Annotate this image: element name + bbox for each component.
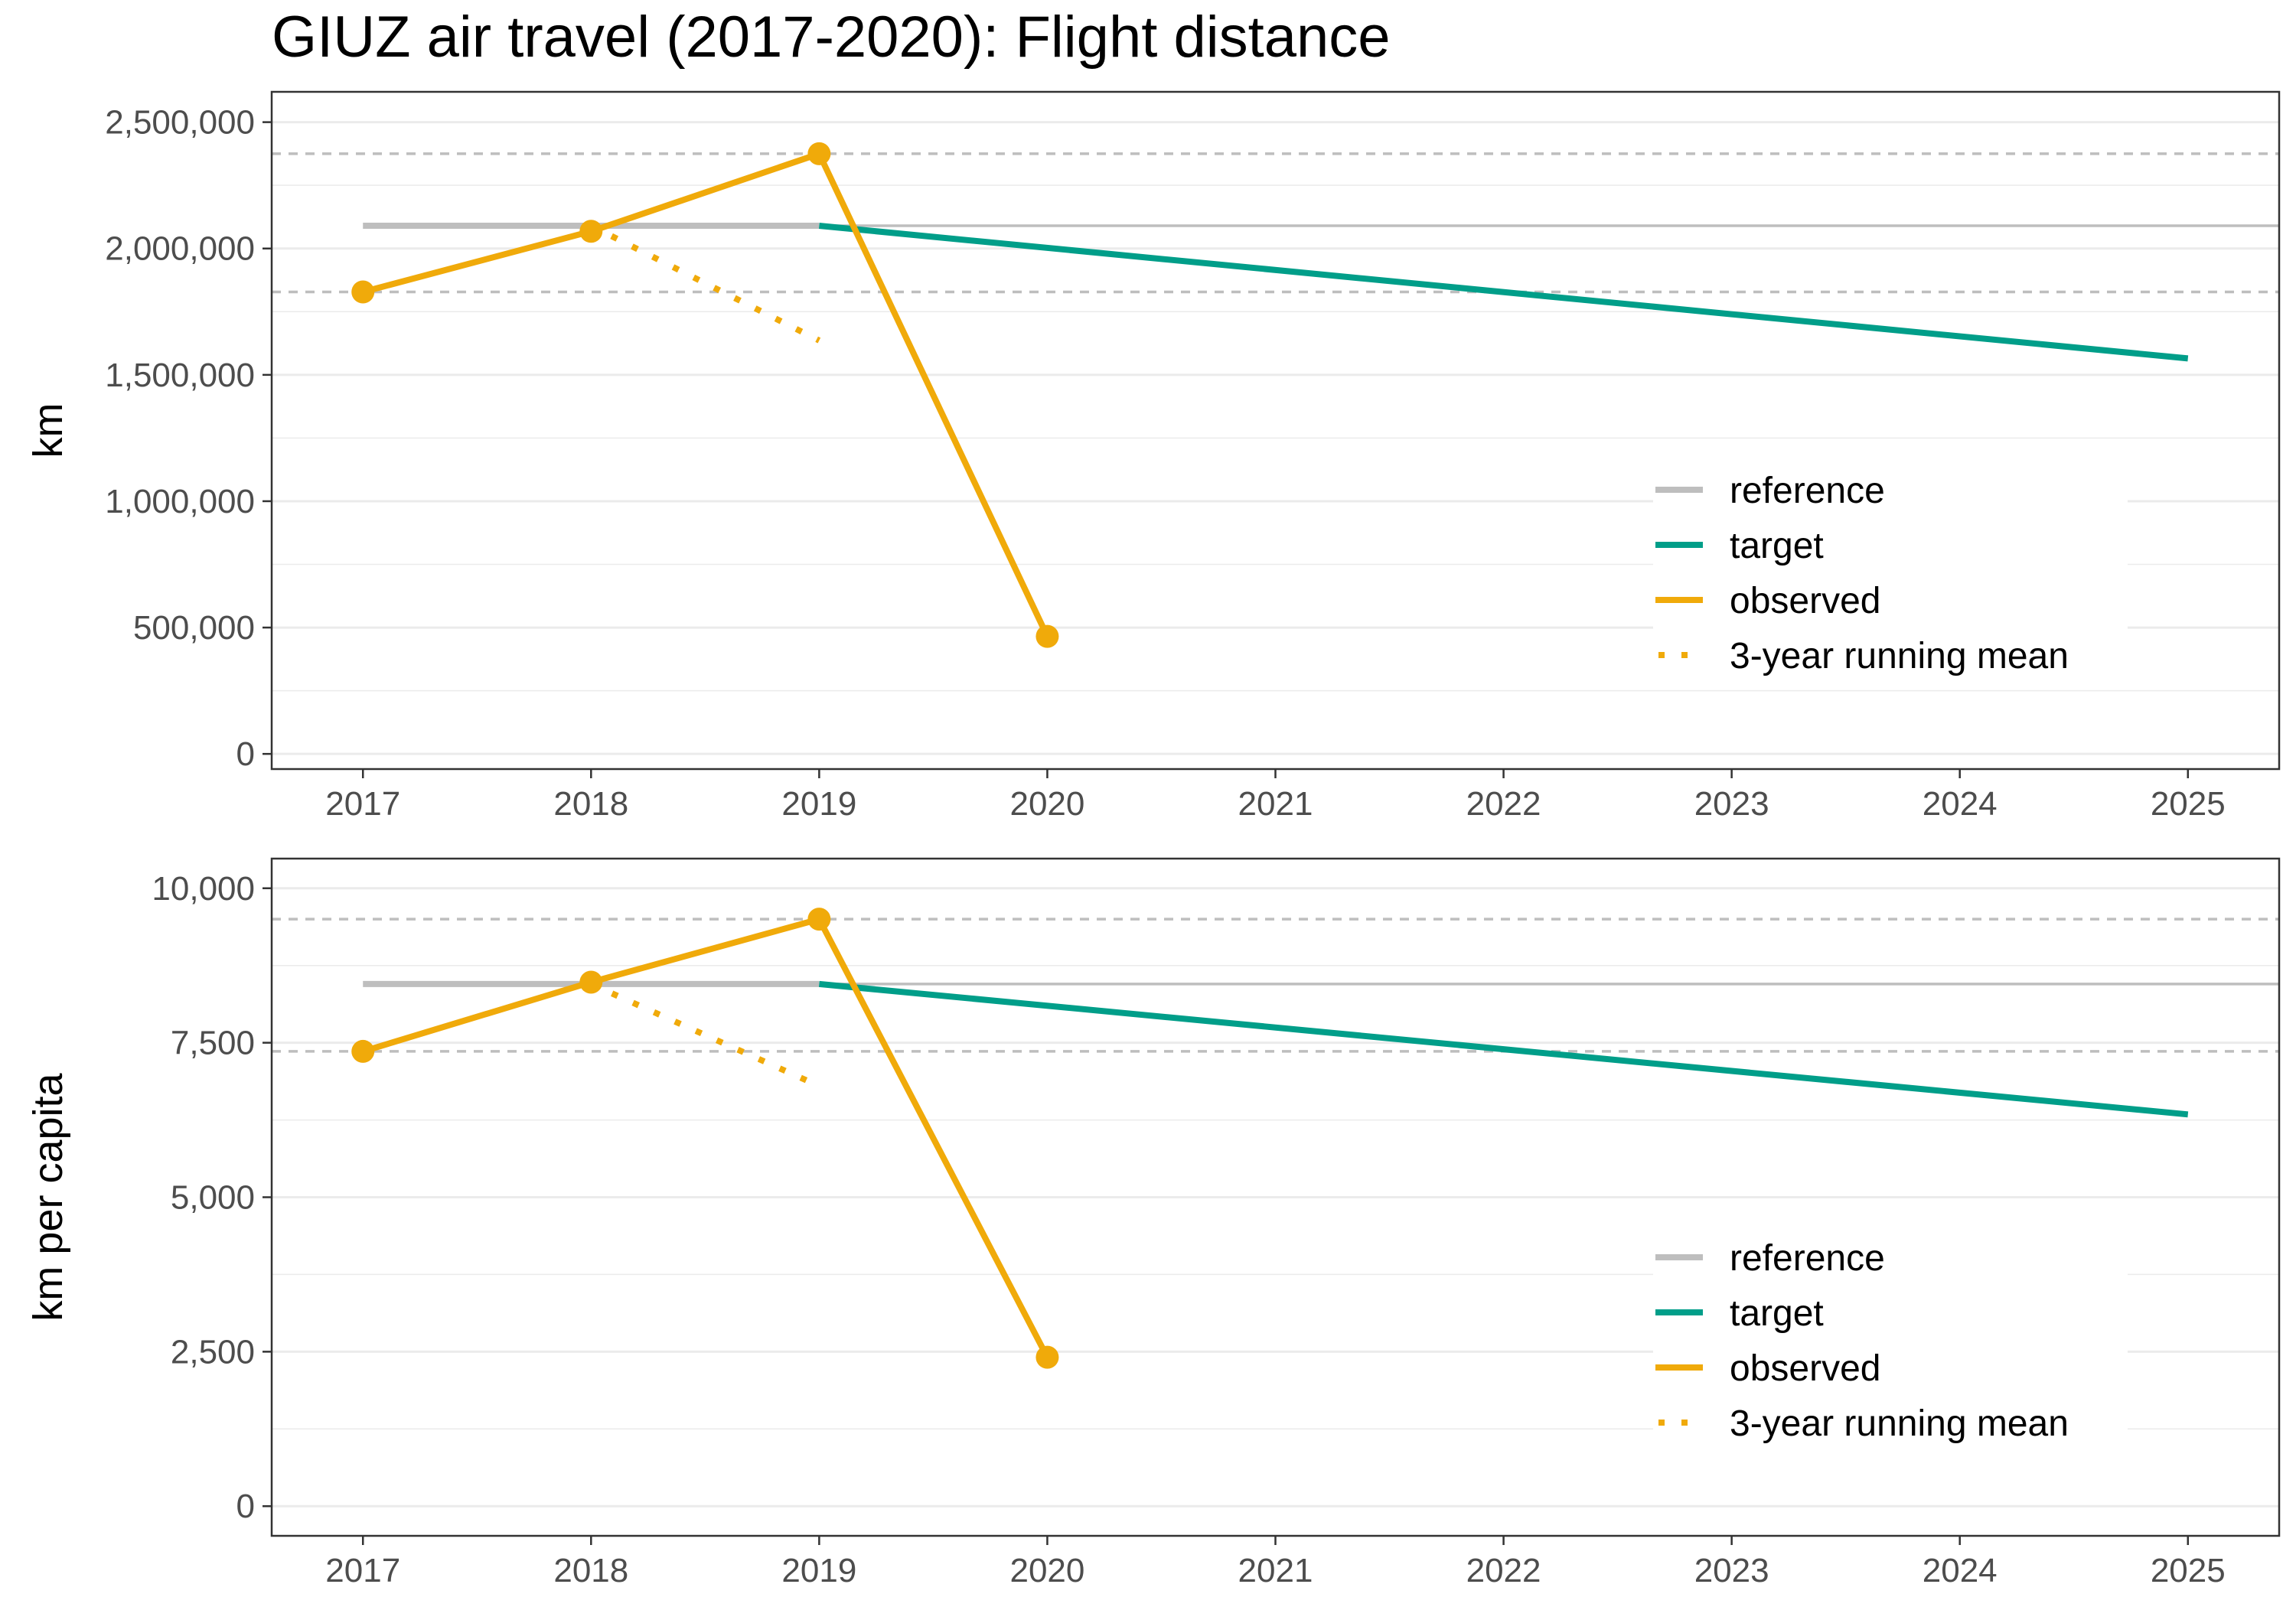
y-tick-label: 0 bbox=[236, 735, 255, 773]
x-tick-label: 2020 bbox=[1009, 785, 1084, 823]
observed-point bbox=[1035, 624, 1059, 648]
legend-label: target bbox=[1730, 1293, 1824, 1334]
x-tick-label: 2018 bbox=[553, 1552, 628, 1589]
x-tick-label: 2025 bbox=[2151, 1552, 2226, 1589]
legend-label: 3-year running mean bbox=[1730, 1403, 2069, 1444]
y-tick-label: 10,000 bbox=[152, 870, 255, 908]
legend-background bbox=[1653, 459, 2128, 689]
legend-label: observed bbox=[1730, 581, 1880, 621]
plot-area bbox=[272, 142, 2279, 648]
x-tick-label: 2017 bbox=[325, 1552, 400, 1589]
x-tick-label: 2025 bbox=[2151, 785, 2226, 823]
observed-point bbox=[579, 970, 603, 994]
x-tick-label: 2021 bbox=[1238, 785, 1313, 823]
legend-background bbox=[1653, 1227, 2128, 1456]
x-tick-label: 2017 bbox=[325, 785, 400, 823]
x-tick-label: 2022 bbox=[1466, 785, 1541, 823]
y-axis-title: km per capita bbox=[25, 1072, 71, 1321]
x-tick-label: 2024 bbox=[1923, 1552, 1998, 1589]
observed-point bbox=[1035, 1345, 1059, 1369]
y-tick-label: 2,500,000 bbox=[105, 104, 255, 142]
x-tick-label: 2019 bbox=[781, 1552, 856, 1589]
legend: reference target observed 3-year running me… bbox=[1653, 1227, 2128, 1456]
panel-flight-distance: reference target observed 3-year running me… bbox=[25, 90, 2281, 823]
x-tick-label: 2018 bbox=[553, 785, 628, 823]
legend: reference target observed 3-year running me… bbox=[1653, 459, 2128, 689]
panel-km-per-capita: reference target observed 3-year running me… bbox=[25, 857, 2281, 1589]
x-tick-label: 2019 bbox=[781, 785, 856, 823]
y-tick-label: 500,000 bbox=[133, 609, 255, 647]
plot-area bbox=[272, 908, 2279, 1369]
target-line bbox=[818, 223, 2189, 362]
y-tick-label: 5,000 bbox=[171, 1179, 255, 1217]
observed-point bbox=[807, 142, 831, 165]
observed-line bbox=[362, 150, 1051, 638]
y-tick-label: 7,500 bbox=[171, 1025, 255, 1062]
y-tick-label: 0 bbox=[236, 1488, 255, 1525]
legend-label: target bbox=[1730, 526, 1824, 566]
legend-label: 3-year running mean bbox=[1730, 636, 2069, 676]
observed-point bbox=[807, 908, 831, 931]
x-tick-label: 2022 bbox=[1466, 1552, 1541, 1589]
x-tick-label: 2023 bbox=[1694, 785, 1769, 823]
legend-label: reference bbox=[1730, 471, 1885, 511]
observed-point bbox=[351, 280, 375, 304]
x-tick-label: 2024 bbox=[1923, 785, 1998, 823]
legend-label: observed bbox=[1730, 1348, 1880, 1389]
observed-point bbox=[351, 1039, 375, 1063]
x-tick-label: 2023 bbox=[1694, 1552, 1769, 1589]
observed-point bbox=[579, 220, 603, 243]
x-tick-label: 2020 bbox=[1009, 1552, 1084, 1589]
target-line bbox=[818, 980, 2189, 1118]
observed-line bbox=[362, 916, 1050, 1359]
y-tick-label: 1,000,000 bbox=[105, 483, 255, 520]
y-tick-label: 2,500 bbox=[171, 1333, 255, 1371]
running-mean-line bbox=[589, 981, 820, 1089]
y-tick-label: 1,500,000 bbox=[105, 357, 255, 394]
chart-title: GIUZ air travel (2017-2020): Flight dist… bbox=[272, 5, 1391, 70]
y-axis-title: km bbox=[25, 403, 71, 458]
x-tick-label: 2021 bbox=[1238, 1552, 1313, 1589]
y-tick-label: 2,000,000 bbox=[105, 230, 255, 268]
legend-label: reference bbox=[1730, 1238, 1885, 1279]
